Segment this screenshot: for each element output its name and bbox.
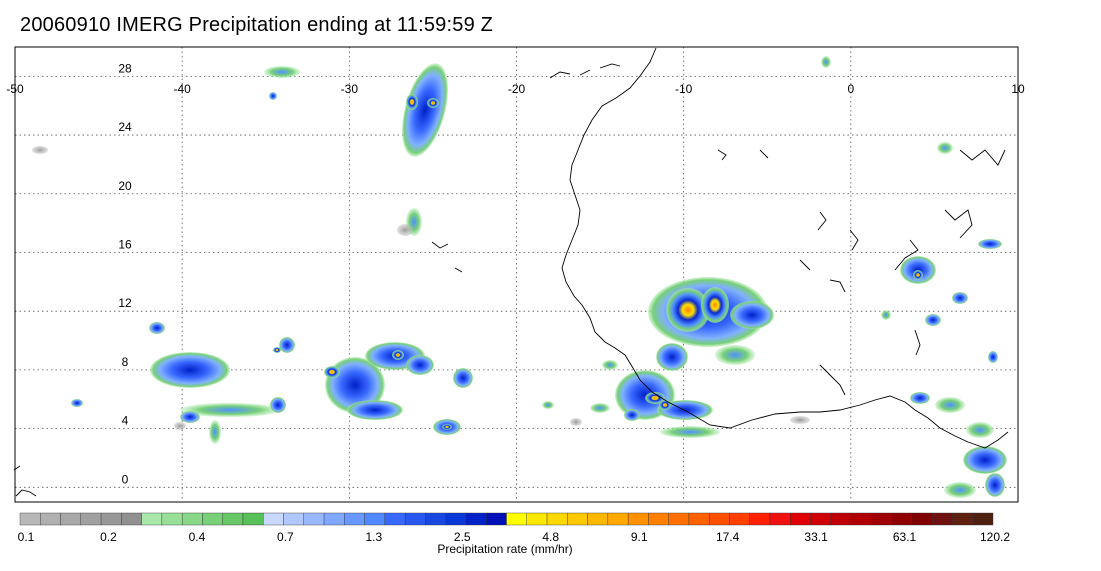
page-title: 20060910 IMERG Precipitation ending at 1…	[20, 14, 494, 36]
legend-color-swatch	[688, 512, 710, 526]
legend-color-swatch	[80, 512, 102, 526]
legend-color-swatch	[749, 512, 771, 526]
legend-color-swatch	[709, 512, 730, 526]
map-gridlines	[14, 47, 1019, 502]
legend-color-swatch	[161, 512, 183, 526]
legend-tick-label: 2.5	[453, 530, 471, 544]
legend-tick-label: 0.4	[188, 530, 206, 544]
legend-color-swatch	[627, 512, 649, 526]
legend-colorbar	[19, 512, 994, 526]
latitude-labels: 28 24 20 16 12 8 4 0	[118, 61, 132, 486]
legend-color-swatch	[384, 512, 406, 526]
latitude-tick-label: 16	[118, 237, 132, 251]
legend-color-swatch	[931, 512, 953, 526]
legend-color-swatch	[911, 512, 933, 526]
legend-tick-label: 0.1	[17, 530, 35, 544]
longitude-tick-label: -40	[173, 82, 191, 96]
legend-color-swatch	[263, 512, 284, 526]
latitude-tick-label: 24	[118, 120, 132, 134]
legend-color-swatch	[830, 512, 852, 526]
latitude-tick-label: 28	[118, 61, 132, 75]
latitude-tick-label: 20	[118, 179, 132, 193]
legend-tick-label: 0.7	[277, 530, 294, 544]
latitude-tick-label: 0	[122, 472, 129, 486]
legend-tick-label: 1.3	[365, 530, 383, 544]
legend-color-swatch	[465, 512, 487, 526]
legend-color-swatch	[404, 512, 426, 526]
longitude-tick-label: -10	[675, 82, 693, 96]
legend-color-swatch	[242, 512, 264, 526]
legend-color-swatch	[141, 512, 163, 526]
legend-color-swatch	[972, 512, 994, 526]
legend-color-swatch	[871, 512, 892, 526]
legend-tick-label: 33.1	[804, 530, 828, 544]
legend-color-swatch	[222, 512, 244, 526]
legend-color-swatch	[364, 512, 386, 526]
legend-color-swatch	[100, 512, 122, 526]
longitude-tick-label: -30	[341, 82, 359, 96]
legend-color-swatch	[546, 512, 568, 526]
legend-color-swatch	[891, 512, 913, 526]
legend-tick-label: 9.1	[630, 530, 648, 544]
legend-color-swatch	[40, 512, 61, 526]
legend-tick-label: 4.8	[542, 530, 560, 544]
longitude-tick-label: 0	[847, 82, 854, 96]
legend-color-swatch	[526, 512, 548, 526]
legend-color-swatch	[202, 512, 223, 526]
legend-color-swatch	[121, 512, 142, 526]
legend-tick-label: 63.1	[892, 530, 917, 544]
precipitation-field	[32, 56, 1007, 498]
legend-color-swatch	[283, 512, 304, 526]
legend-color-swatch	[790, 512, 811, 526]
legend-title: Precipitation rate (mm/hr)	[437, 542, 573, 556]
legend-color-swatch	[425, 512, 446, 526]
legend-color-swatch	[607, 512, 629, 526]
legend-color-swatch	[19, 512, 41, 526]
legend-color-swatch	[587, 512, 609, 526]
legend-color-swatch	[668, 512, 690, 526]
legend-color-swatch	[60, 512, 82, 526]
map-border	[14, 46, 1019, 503]
legend-color-swatch	[648, 512, 669, 526]
legend-color-swatch	[952, 512, 973, 526]
longitude-tick-label: 10	[1011, 82, 1025, 96]
legend-color-swatch	[506, 512, 527, 526]
legend-color-swatch	[445, 512, 467, 526]
coastline	[13, 47, 1009, 497]
legend-tick-label: 120.2	[979, 530, 1011, 544]
legend-color-swatch	[323, 512, 345, 526]
latitude-tick-label: 12	[118, 296, 132, 310]
legend-color-swatch	[850, 512, 872, 526]
latitude-tick-label: 4	[122, 414, 129, 428]
legend-tick-label: 0.2	[100, 530, 117, 544]
legend-color-swatch	[303, 512, 325, 526]
legend-color-swatch	[729, 512, 750, 526]
longitude-tick-label: -50	[6, 82, 24, 96]
legend-color-swatch	[567, 512, 588, 526]
longitude-tick-label: -20	[508, 82, 526, 96]
legend-color-swatch	[810, 512, 832, 526]
legend-color-swatch	[769, 512, 791, 526]
longitude-labels: -50 -40 -30 -20 -10 0 10	[6, 82, 1025, 96]
latitude-tick-label: 8	[122, 355, 129, 369]
legend-tick-label: 17.4	[715, 530, 740, 544]
legend-color-swatch	[486, 512, 507, 526]
legend-color-swatch	[181, 512, 203, 526]
legend-color-swatch	[344, 512, 365, 526]
